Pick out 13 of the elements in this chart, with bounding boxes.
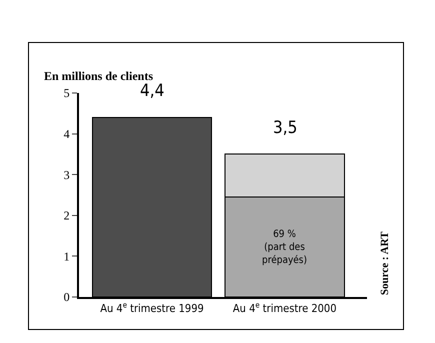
total-label: 4,4	[140, 81, 164, 101]
x-tick-label: Au 4$^{e}$ trimestre 1999	[100, 300, 204, 316]
source-note: Source : ART	[379, 230, 392, 296]
y-tick-label: 3	[64, 168, 70, 182]
annotation: 69 % (part des prépayés)	[262, 229, 308, 266]
y-tick-label: 5	[64, 86, 70, 100]
y-tick-label: 2	[64, 208, 70, 223]
y-tick-label: 0	[64, 290, 70, 304]
y-tick-label: 4	[64, 127, 70, 141]
total-label: 3,5	[273, 118, 298, 138]
y-axis-title: En millions de clients	[44, 69, 154, 83]
y-tick-label: 1	[64, 249, 70, 264]
x-tick-label: Au 4$^{e}$ trimestre 2000	[232, 300, 337, 316]
